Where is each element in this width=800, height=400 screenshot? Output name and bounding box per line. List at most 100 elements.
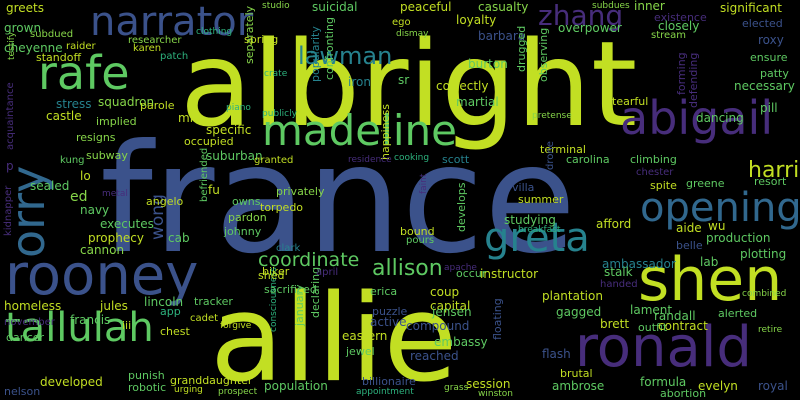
- word-madeline: madeline: [262, 106, 457, 155]
- word-johnny: johnny: [224, 225, 262, 238]
- word-angelo: angelo: [146, 195, 184, 208]
- word-clark: clark: [276, 243, 301, 254]
- word-correctly: correctly: [436, 79, 489, 93]
- word-popularity: popularity: [309, 26, 322, 82]
- word-martial: martial: [456, 95, 499, 109]
- word-eastern: eastern: [342, 329, 388, 343]
- word-occupied: occupied: [184, 135, 234, 148]
- word-november: november: [4, 317, 55, 328]
- word-erica: erica: [370, 285, 398, 298]
- word-sealed: sealed: [30, 179, 70, 193]
- word-cooking: cooking: [394, 153, 430, 163]
- word-chester: chester: [636, 167, 674, 178]
- word-ambrose: ambrose: [552, 379, 605, 393]
- word-granddaughter: granddaughter: [170, 374, 253, 387]
- word-greene: greene: [686, 177, 725, 190]
- word-royal: royal: [758, 379, 788, 393]
- word-executes: executes: [100, 217, 154, 231]
- word-outfit: outfit: [638, 321, 668, 334]
- word-loyalty: loyalty: [456, 13, 497, 27]
- word-cheyenne: cheyenne: [4, 41, 63, 55]
- word-dismay: dismay: [396, 29, 429, 39]
- word-resigns: resigns: [76, 131, 116, 144]
- word-barbara: barbara: [478, 29, 526, 43]
- word-prophecy: prophecy: [88, 231, 144, 245]
- word-compound: compound: [406, 319, 470, 333]
- word-pours: pours: [406, 235, 435, 246]
- word-biker: biker: [262, 265, 290, 278]
- word-session: session: [466, 377, 511, 391]
- word-pill: pill: [760, 101, 778, 115]
- word-puzzle: puzzle: [372, 305, 408, 318]
- word-sr: sr: [398, 73, 410, 87]
- word-implied: implied: [96, 115, 137, 128]
- word-standoff: standoff: [36, 51, 82, 64]
- word-plotting: plotting: [740, 247, 787, 261]
- word-mill: mill: [178, 111, 200, 125]
- word-robotic: robotic: [128, 381, 167, 394]
- word-ed: ed: [70, 189, 88, 205]
- word-granted: granted: [254, 155, 294, 166]
- word-owns: owns: [232, 195, 261, 208]
- word-grass: grass: [444, 383, 469, 393]
- word-p: p: [6, 159, 14, 173]
- word-lament: lament: [630, 303, 673, 317]
- word-jensen: jensen: [432, 305, 472, 319]
- word-january: january: [293, 284, 306, 326]
- word-production: production: [706, 231, 771, 245]
- word-billionaire: billionaire: [362, 375, 416, 388]
- word-patch: patch: [160, 51, 189, 62]
- word-tearful: tearful: [612, 95, 649, 108]
- word-drone: drone: [545, 141, 556, 170]
- word-iii: iii: [122, 319, 132, 332]
- word-abigail: abigail: [620, 91, 774, 145]
- word-aide: aide: [676, 221, 702, 235]
- word-urging: urging: [174, 385, 203, 395]
- word-significant: significant: [720, 1, 782, 15]
- word-evelyn: evelyn: [698, 379, 738, 393]
- word-cadet: cadet: [190, 313, 219, 324]
- word-crate: crate: [264, 69, 288, 79]
- word-brett: brett: [600, 317, 630, 331]
- word-parole: parole: [140, 99, 175, 112]
- word-specific: specific: [206, 123, 252, 137]
- word-studio: studio: [262, 1, 290, 11]
- word-scott: scott: [442, 153, 470, 166]
- word-apache: apache: [444, 263, 477, 273]
- word-acquaintance: acquaintance: [5, 82, 16, 150]
- word-residence: residence: [348, 155, 392, 165]
- word-active: active: [370, 315, 407, 329]
- word-ambassador: ambassador: [602, 257, 676, 271]
- word-spring: spring: [244, 33, 279, 46]
- word-lab: lab: [700, 255, 719, 269]
- word-publicly: publicly: [262, 109, 297, 119]
- word-coordinate: coordinate: [258, 249, 360, 271]
- word-suicidal: suicidal: [312, 0, 358, 14]
- word-floating: floating: [491, 298, 504, 340]
- word-forming: forming: [675, 52, 688, 95]
- word-alerted: alerted: [718, 307, 758, 320]
- word-instructor: instructor: [480, 267, 539, 281]
- word-tracker: tracker: [194, 295, 233, 308]
- word-torpedo: torpedo: [260, 201, 304, 214]
- word-shen: shen: [638, 245, 783, 315]
- word-app: app: [160, 305, 181, 318]
- word-piano: piano: [226, 103, 251, 113]
- word-iron: iron: [348, 75, 371, 89]
- word-allie: allie: [210, 270, 458, 400]
- word-peaceful: peaceful: [400, 0, 452, 14]
- word-inner: inner: [634, 0, 665, 13]
- word-terminal: terminal: [540, 143, 586, 156]
- word-lincoln: lincoln: [144, 295, 184, 309]
- word-overpower: overpower: [558, 21, 622, 35]
- word-pretense: pretense: [532, 111, 572, 121]
- word-defending: defending: [687, 52, 700, 108]
- word-ronald: ronald: [575, 315, 752, 380]
- word-narrator: narrator: [90, 0, 254, 45]
- word-abortion: abortion: [660, 387, 707, 400]
- word-formula: formula: [640, 375, 687, 389]
- word-embassy: embassy: [434, 335, 488, 349]
- word-confronting: confronting: [323, 17, 336, 80]
- word-happiness: happiness: [379, 104, 392, 160]
- word-burton: burton: [468, 57, 508, 71]
